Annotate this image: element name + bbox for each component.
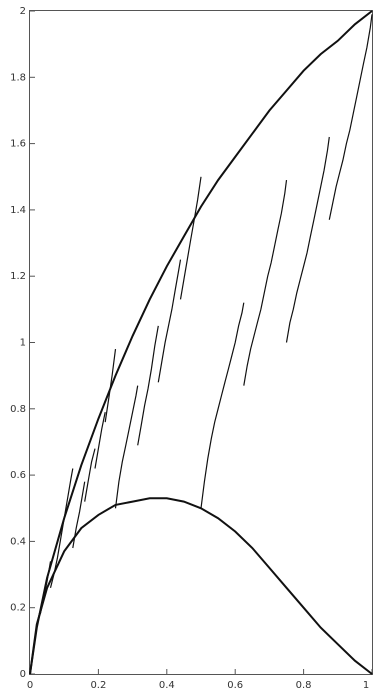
branch-line (49, 468, 74, 588)
x-tick-label: 0.2 (90, 680, 106, 691)
y-tick-labels: 0 0.2 0.4 0.6 0.8 1 1.2 1.4 1.6 1.8 2 (10, 6, 26, 680)
y-tick-label: 0.6 (10, 470, 26, 481)
y-tick-label: 1.8 (10, 72, 26, 83)
branch-line (328, 14, 373, 220)
x-tick-label: 0.6 (227, 680, 243, 691)
branch-line (84, 448, 96, 502)
branch-line (243, 180, 288, 386)
series-group (29, 10, 373, 675)
branch-line (72, 481, 86, 549)
branch-line (137, 325, 159, 446)
y-tick-label: 2 (20, 6, 26, 17)
y-tick-label: 0.2 (10, 603, 26, 614)
branch-line (104, 349, 117, 423)
y-tick-label: 0 (20, 669, 26, 680)
y-tick-label: 0.4 (10, 536, 26, 547)
y-tick-label: 1 (20, 338, 26, 349)
y-tick-label: 0.8 (10, 404, 26, 415)
x-tick-labels: 0 0.2 0.4 0.6 0.8 1 (27, 680, 369, 691)
lower-envelope-line (29, 497, 373, 675)
branch-line (157, 259, 182, 383)
branch-line (114, 385, 139, 509)
x-tick-label: 0.8 (296, 680, 312, 691)
x-tick-label: 0.4 (159, 680, 175, 691)
x-tick-label: 1 (363, 680, 369, 691)
y-tick-label: 1.6 (10, 139, 26, 150)
branch-line (179, 176, 202, 300)
y-tick-label: 1.2 (10, 271, 26, 282)
ticks (29, 10, 373, 675)
branch-line (39, 561, 52, 615)
branch-line (285, 136, 330, 343)
upper-envelope-line (29, 10, 373, 675)
y-tick-label: 1.4 (10, 205, 26, 216)
x-tick-label: 0 (27, 680, 33, 691)
branch-line (94, 411, 106, 469)
branch-line (200, 302, 245, 509)
axes-box (29, 10, 373, 675)
